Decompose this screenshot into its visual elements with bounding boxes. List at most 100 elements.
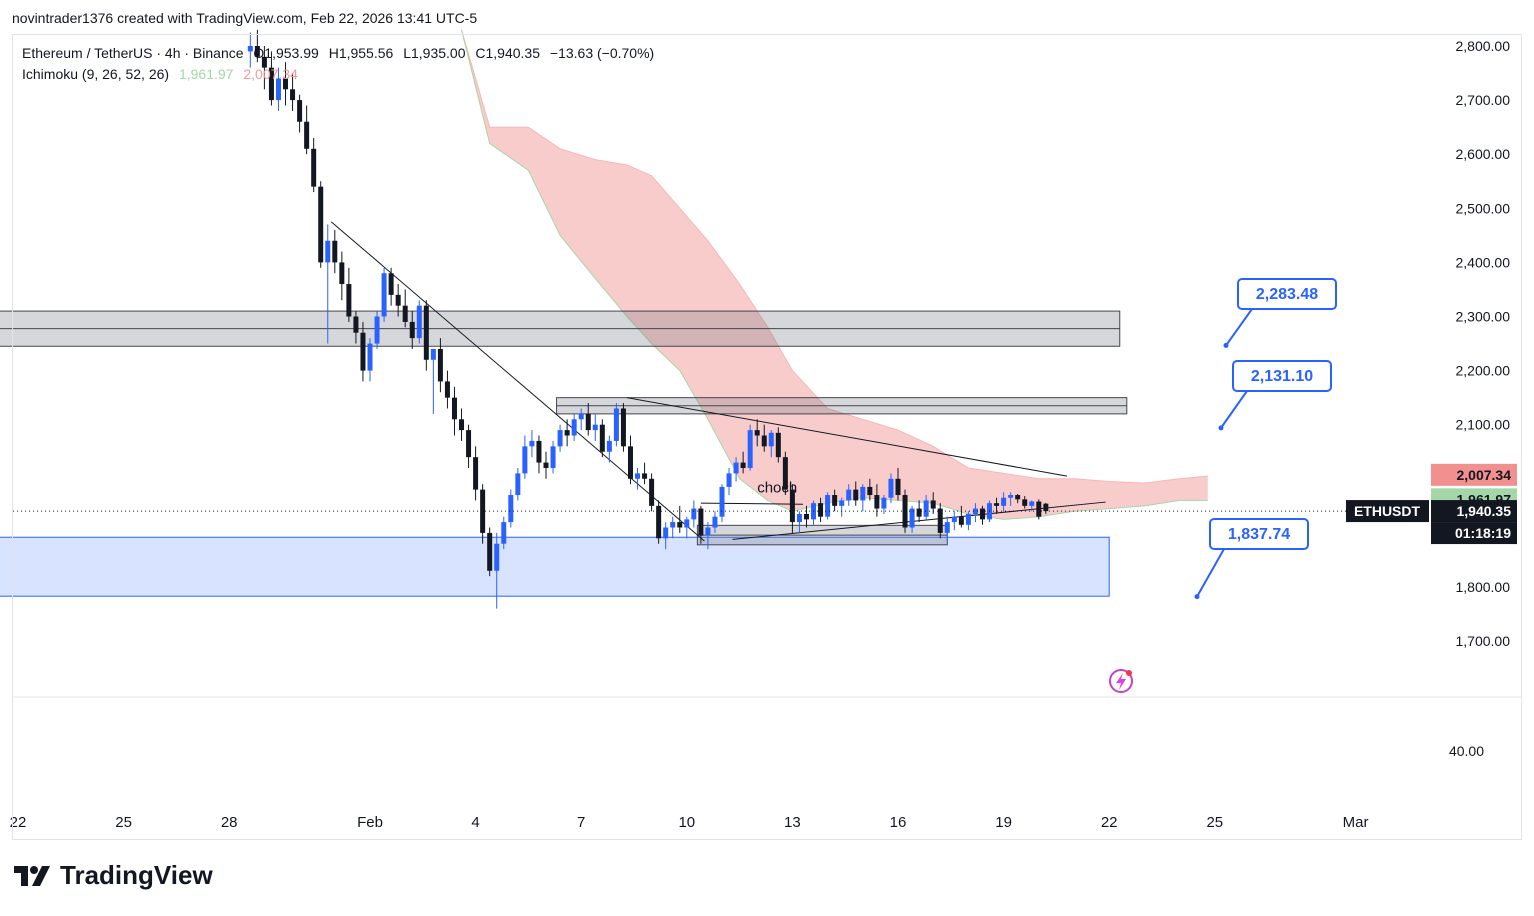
candle-body <box>860 486 866 501</box>
candle-body <box>909 508 915 528</box>
candle-body <box>501 522 507 544</box>
candle-body <box>627 446 633 479</box>
candle-body <box>1029 501 1035 506</box>
candle-body <box>346 284 352 317</box>
symbol-text[interactable]: Ethereum / TetherUS · 4h · Binance <box>22 45 244 61</box>
candle-body <box>578 413 584 420</box>
candle-body <box>543 462 549 468</box>
candle-body <box>1015 495 1021 500</box>
candle-body <box>395 294 401 306</box>
candle-body <box>663 527 669 539</box>
callout-anchor <box>1194 594 1200 600</box>
candle-body <box>515 473 521 496</box>
choch-line <box>700 502 803 505</box>
price-label-box <box>1431 500 1517 523</box>
tradingview-logo[interactable]: TradingView <box>12 860 213 891</box>
y-tick-label: 2,600.00 <box>1456 146 1511 162</box>
candle-body <box>895 478 901 496</box>
candle-body <box>979 508 985 520</box>
callout-text: 2,283.48 <box>1256 286 1318 303</box>
lightning-bolt-icon <box>1116 673 1126 690</box>
zones-layer <box>0 310 1128 597</box>
callout-anchor <box>1223 342 1229 348</box>
x-tick-label: 7 <box>577 814 585 831</box>
candle-body <box>466 430 472 458</box>
y-tick-label: 2,200.00 <box>1456 363 1511 379</box>
y-tick-label: 2,500.00 <box>1456 200 1511 216</box>
candle-body <box>261 56 267 68</box>
price-label-text: 2,007.34 <box>1457 467 1512 483</box>
candle-body <box>853 489 859 501</box>
price-label-box <box>1431 463 1517 486</box>
candle-body <box>635 473 641 479</box>
candle-body <box>571 419 577 436</box>
y-tick-label: 2,700.00 <box>1456 92 1511 108</box>
candle-body <box>937 508 943 533</box>
callout-text: 1,837.74 <box>1228 526 1290 543</box>
x-tick-label: 19 <box>995 814 1012 831</box>
symbol-badge-text: ETHUSDT <box>1354 503 1421 519</box>
callout-anchor <box>1218 425 1224 431</box>
ichimoku-cloud <box>461 29 1208 520</box>
candle-body <box>916 508 922 517</box>
candle-body <box>747 430 753 468</box>
candle-body <box>536 440 542 463</box>
callout-pointer <box>1196 548 1225 598</box>
candle-body <box>268 67 274 101</box>
candle-body <box>818 503 824 517</box>
candle-body <box>529 440 535 447</box>
senkou-span-a <box>461 29 1208 520</box>
chart-attribution: novintrader1376 created with TradingView… <box>12 10 478 26</box>
candle-body <box>761 435 767 447</box>
candle-body <box>592 424 598 431</box>
candle-body <box>311 148 317 187</box>
candle-body <box>388 273 394 295</box>
candle-body <box>304 121 310 149</box>
candle-body <box>283 78 289 90</box>
candle-body <box>796 513 802 523</box>
x-tick-label: 16 <box>890 814 907 831</box>
ichimoku-cloud-layer <box>461 29 1208 520</box>
candle-body <box>613 408 619 441</box>
lower-pane-tick: 40.00 <box>1449 743 1484 759</box>
candle-body <box>564 430 570 436</box>
callout-box <box>1232 360 1332 392</box>
candle-body <box>451 397 457 420</box>
candle-body <box>550 446 556 468</box>
tradingview-logo-icon <box>14 865 50 886</box>
candle-body <box>944 522 950 533</box>
candle-body <box>1001 497 1007 506</box>
candle-body <box>430 348 436 360</box>
candle-body <box>423 305 429 360</box>
candle-body <box>677 522 683 528</box>
y-axis: 2,800.00 2,700.00 2,600.00 2,500.00 2,400.00… <box>1449 38 1510 759</box>
callout-box <box>1237 278 1337 310</box>
candle-body <box>930 500 936 509</box>
y-tick-label: 2,300.00 <box>1456 309 1511 325</box>
candle-body <box>649 478 655 506</box>
candle-body <box>494 543 500 571</box>
x-axis: 22 25 28 Feb 4 7 10 13 16 19 22 25 Mar <box>10 814 1369 831</box>
callouts-layer: 2,283.48 2,131.10 1,837.74 <box>1194 278 1337 600</box>
indicator-name[interactable]: Ichimoku (9, 26, 52, 26) <box>22 66 170 82</box>
candle-body <box>782 457 788 490</box>
candle-body <box>775 432 781 458</box>
candle-body <box>275 78 281 101</box>
ohlc-change: −13.63 (−0.70%) <box>549 45 655 61</box>
demand-zone <box>0 536 1110 597</box>
candle-body <box>374 316 380 344</box>
x-tick-label: 22 <box>1101 814 1118 831</box>
candle-body <box>846 489 852 501</box>
candle-body <box>670 522 676 528</box>
symbol-badge <box>1346 500 1429 523</box>
candle-body <box>339 262 345 285</box>
indicator-value-1: 1,961.97 <box>178 66 234 82</box>
candle-body <box>444 381 450 398</box>
candle-body <box>416 305 422 339</box>
candle-body <box>1022 499 1028 506</box>
candle-body <box>325 240 331 263</box>
candle-body <box>642 473 648 479</box>
candle-body <box>803 513 809 520</box>
